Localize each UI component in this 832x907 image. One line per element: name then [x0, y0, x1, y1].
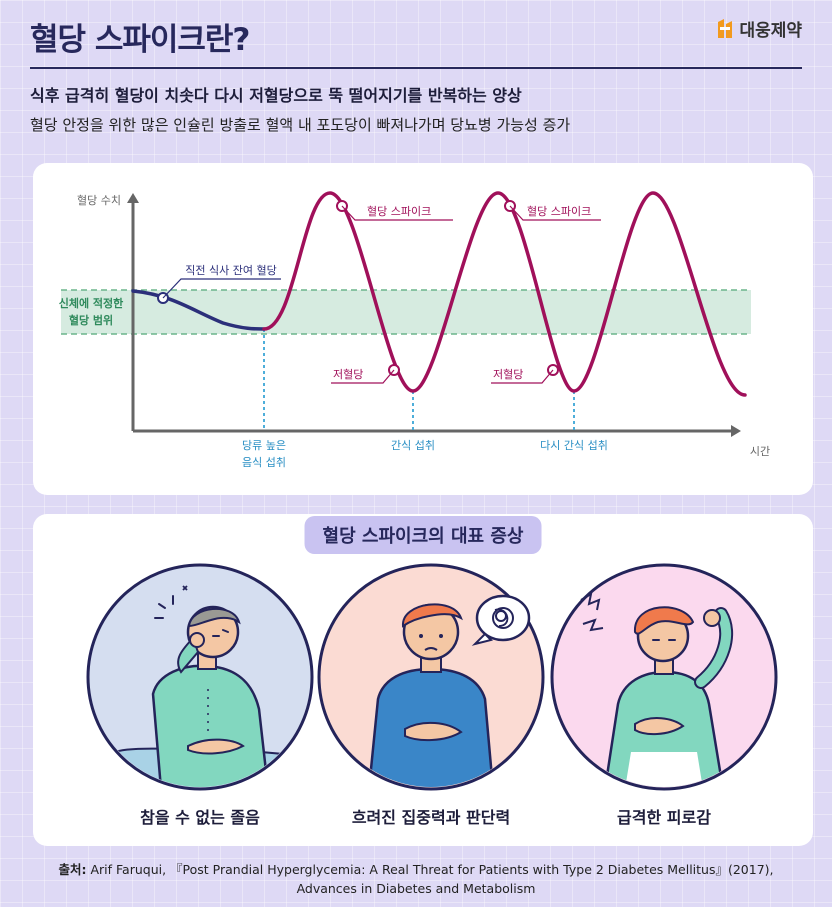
source-line-1: Arif Faruqui, 『Post Prandial Hyperglycem…: [90, 862, 774, 877]
symptoms-heading: 혈당 스파이크의 대표 증상: [304, 516, 542, 554]
subtitle: 혈당 안정을 위한 많은 인슐린 방출로 혈액 내 포도당이 빠져나가며 당뇨병…: [30, 116, 571, 134]
title-divider: [30, 67, 802, 69]
y-axis-label: 혈당 수치: [77, 193, 121, 207]
subtitle-bold: 식후 급격히 혈당이 치솟다 다시 저혈당으로 뚝 떨어지기를 반복하는 양상: [30, 86, 522, 105]
meal-event-label-2: 음식 섭취: [242, 456, 286, 469]
range-label-1: 신체에 적정한: [59, 296, 124, 310]
y-axis-arrow: [127, 193, 139, 203]
low-1-annotation: 저혈당: [333, 367, 363, 381]
snack-event-label: 간식 섭취: [391, 439, 435, 452]
fatigued-person-icon: [550, 563, 778, 791]
drowsy-person-icon: [86, 563, 314, 791]
symptom-label-fatigue: 급격한 피로감: [617, 808, 711, 827]
range-label-2: 혈당 범위: [69, 313, 113, 327]
symptom-label-drowsy: 참을 수 없는 졸음: [140, 808, 260, 827]
pre-meal-leader: [162, 278, 281, 299]
confused-person-icon: [317, 563, 545, 791]
page-title: 혈당 스파이크란?: [30, 22, 250, 58]
low-2-annotation: 저혈당: [493, 367, 523, 381]
x-axis-arrow: [731, 425, 741, 437]
brand-name: 대웅제약: [739, 21, 802, 41]
blood-sugar-chart-card: 신체에 적정한 혈당 범위 혈당 수치 시간 직전 식사 잔여 혈당 혈당 스파…: [33, 163, 813, 495]
pre-meal-annotation: 직전 식사 잔여 혈당: [185, 263, 276, 277]
blood-sugar-chart: 신체에 적정한 혈당 범위 혈당 수치 시간 직전 식사 잔여 혈당 혈당 스파…: [59, 191, 770, 469]
spike-1-annotation: 혈당 스파이크: [367, 204, 431, 218]
symptom-label-confused: 흐려진 집중력과 판단력: [351, 808, 511, 827]
brand-logo-icon: [718, 18, 733, 38]
source-line-2: Advances in Diabetes and Metabolism: [296, 881, 536, 896]
x-axis-label: 시간: [750, 445, 770, 458]
spike-2-annotation: 혈당 스파이크: [527, 204, 591, 218]
spike-1-leader: [341, 205, 453, 221]
source-label: 출처:: [58, 862, 87, 877]
low-2-leader: [491, 369, 554, 384]
brand-logo: 대웅제약: [715, 16, 802, 41]
symptoms-card: 혈당 스파이크의 대표 증상: [33, 514, 813, 846]
snack-again-event-label: 다시 간식 섭취: [540, 439, 608, 452]
normal-range-band: [61, 290, 751, 334]
symptom-illustrations: [86, 563, 778, 791]
spike-2-leader: [509, 205, 601, 221]
source-citation: 출처: Arif Faruqui, 『Post Prandial Hypergl…: [0, 860, 832, 898]
low-1-leader: [331, 369, 395, 384]
spike-curve: [262, 191, 747, 397]
meal-event-label-1: 당류 높은: [242, 439, 286, 452]
